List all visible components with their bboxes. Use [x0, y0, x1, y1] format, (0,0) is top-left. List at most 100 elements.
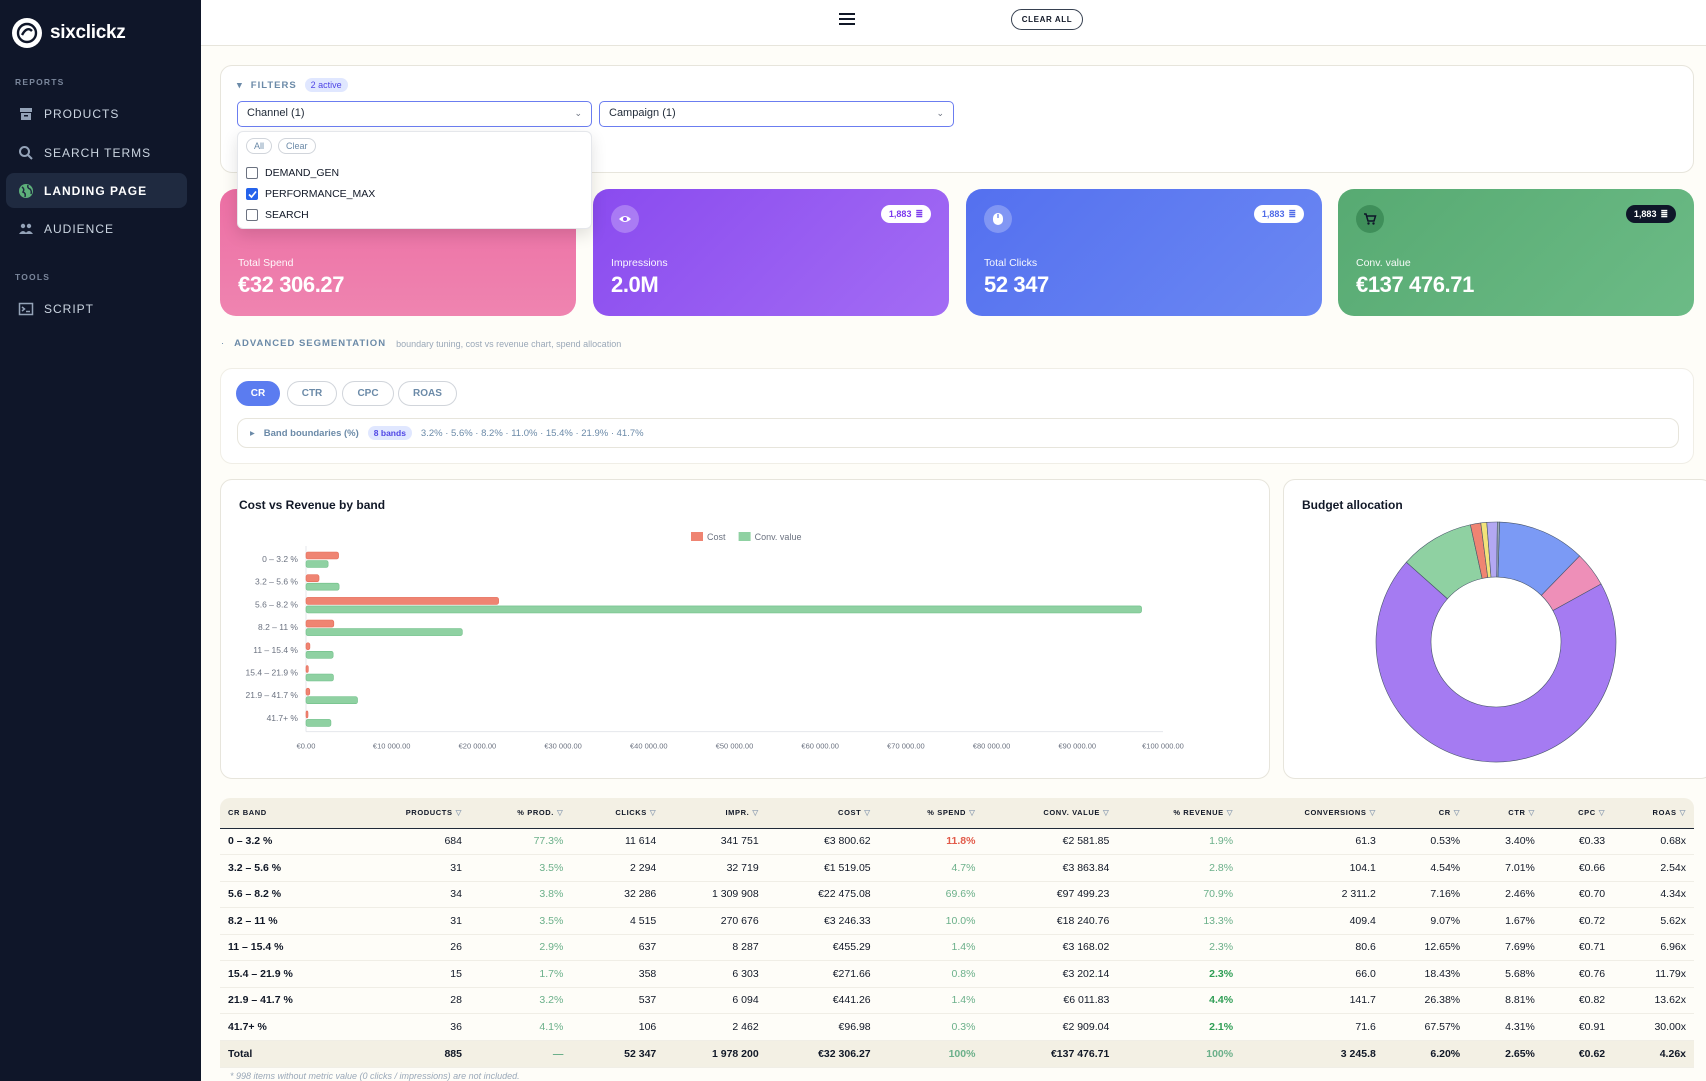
column-header[interactable]: % SPEND ▽ [878, 798, 984, 829]
table-cell: 409.4 [1241, 907, 1384, 935]
table-cell: 4.54% [1383, 854, 1469, 882]
clear-selection-button[interactable]: Clear [278, 138, 316, 154]
table-cell: 36 [351, 1013, 470, 1041]
list-icon: ≣ [915, 208, 923, 219]
menu-icon[interactable] [839, 12, 855, 26]
bar-conv-value[interactable] [305, 719, 332, 727]
brand-name: sixclickz [50, 22, 126, 43]
table-row[interactable]: 0 – 3.2 % 684 77.3% 11 614 341 751 €3 800.62 1… [220, 828, 1694, 855]
checkbox[interactable] [246, 209, 258, 221]
donut-slice[interactable] [1496, 521, 1500, 578]
tab-roas[interactable]: ROAS [398, 381, 457, 406]
caret-right-icon: ▸ [250, 427, 255, 439]
band-boundaries-toggle[interactable]: ▸ Band boundaries (%) 8 bands 3.2% · 5.6… [237, 418, 1679, 448]
brand[interactable]: sixclickz [12, 18, 126, 48]
bar-conv-value[interactable] [305, 651, 334, 659]
kpi-count-badge[interactable]: 1,883 ≣ [1625, 205, 1676, 223]
table-cell: 21.9 – 41.7 % [220, 987, 352, 1014]
tab-ctr[interactable]: CTR [287, 381, 337, 406]
bar-cost[interactable] [305, 665, 309, 673]
segmentation-title: ADVANCED SEGMENTATION [234, 338, 387, 349]
bar-cost[interactable] [305, 710, 309, 719]
total-cell: Total [220, 1040, 352, 1068]
table-row[interactable]: 21.9 – 41.7 % 28 3.2% 537 6 094 €441.26 1.4% €6… [220, 987, 1694, 1014]
column-header[interactable]: CLICKS ▽ [571, 798, 665, 829]
option-demand-gen[interactable]: DEMAND_GEN [246, 167, 339, 179]
checkbox[interactable] [246, 167, 258, 179]
campaign-select[interactable]: Campaign (1) ⌄ [599, 101, 954, 127]
chevron-down-icon: ⌄ [936, 108, 944, 118]
table-cell: 2.54x [1613, 854, 1694, 882]
clear-all-button[interactable]: CLEAR ALL [1011, 9, 1083, 30]
total-cell: 52 347 [571, 1040, 665, 1068]
band-boundaries-label: Band boundaries (%) [263, 427, 359, 439]
advanced-segmentation-toggle[interactable]: · ADVANCED SEGMENTATION boundary tuning,… [221, 338, 621, 349]
bar-conv-value[interactable] [305, 560, 329, 568]
table-row[interactable]: 41.7+ % 36 4.1% 106 2 462 €96.98 0.3% €2 909.04… [220, 1013, 1694, 1041]
bar-conv-value[interactable] [305, 628, 463, 636]
kpi-total-clicks: 1,883 ≣ Total Clicks 52 347 [966, 189, 1322, 316]
bar-conv-value[interactable] [305, 582, 340, 591]
option-search[interactable]: SEARCH [246, 209, 309, 221]
table-row[interactable]: 5.6 – 8.2 % 34 3.8% 32 286 1 309 908 €22 475.… [220, 881, 1694, 908]
main-content: ▾ FILTERS 2 active Channel (1) ⌄ Campaig… [201, 46, 1706, 1081]
bar-cost[interactable] [305, 687, 311, 696]
bar-conv-value[interactable] [305, 673, 334, 682]
column-header[interactable]: % REVENUE ▽ [1117, 798, 1242, 829]
channel-select[interactable]: Channel (1) ⌄ [237, 101, 592, 127]
column-header[interactable]: CONVERSIONS ▽ [1241, 798, 1384, 829]
table-cell: 11 – 15.4 % [220, 934, 352, 961]
table-row[interactable]: 8.2 – 11 % 31 3.5% 4 515 270 676 €3 246.33 10.… [220, 907, 1694, 935]
sidebar-item-script[interactable]: SCRIPT [6, 291, 187, 326]
bar-cost[interactable] [305, 574, 320, 582]
tab-cpc[interactable]: CPC [342, 381, 394, 406]
column-header[interactable]: CTR ▽ [1468, 798, 1543, 829]
bar-cost[interactable] [305, 551, 339, 560]
column-header[interactable]: CR BAND [220, 798, 352, 829]
table-cell: 270 676 [664, 907, 767, 935]
sort-icon: ▽ [864, 808, 871, 818]
sidebar-item-search-terms[interactable]: SEARCH TERMS [6, 135, 187, 170]
tab-cr[interactable]: CR [236, 381, 280, 406]
column-header[interactable]: ROAS ▽ [1613, 798, 1694, 829]
sidebar-item-products[interactable]: PRODUCTS [6, 96, 187, 131]
bar-conv-value[interactable] [305, 696, 358, 704]
kpi-count-badge[interactable]: 1,883 ≣ [880, 205, 931, 223]
column-header[interactable]: CPC ▽ [1542, 798, 1614, 829]
table-row[interactable]: 3.2 – 5.6 % 31 3.5% 2 294 32 719 €1 519.05 4.7… [220, 854, 1694, 882]
column-header[interactable]: PRODUCTS ▽ [351, 798, 470, 829]
table-cell: 1 309 908 [664, 881, 767, 908]
bar-cost[interactable] [305, 597, 499, 605]
table-row[interactable]: 15.4 – 21.9 % 15 1.7% 358 6 303 €271.66 0.8% €3… [220, 960, 1694, 988]
option-performance-max[interactable]: PERFORMANCE_MAX [246, 188, 375, 200]
bar-cost[interactable] [305, 642, 311, 651]
x-tick-label: €60 000.00 [801, 742, 839, 751]
y-tick-label: 11 – 15.4 % [253, 645, 298, 655]
channel-dropdown: All Clear DEMAND_GEN PERFORMANCE_MAX SEA… [237, 131, 592, 229]
select-all-button[interactable]: All [246, 138, 273, 154]
column-header[interactable]: % PROD. ▽ [469, 798, 572, 829]
legend-swatch [738, 532, 751, 541]
table-cell: 13.3% [1117, 907, 1242, 935]
donut-slice[interactable] [1375, 561, 1617, 763]
filters-toggle[interactable]: ▾ FILTERS 2 active [237, 78, 348, 92]
sidebar-item-landing-page[interactable]: LANDING PAGE [6, 173, 187, 208]
sidebar-item-audience[interactable]: AUDIENCE [6, 211, 187, 246]
x-tick-label: €70 000.00 [887, 742, 925, 751]
column-header[interactable]: IMPR. ▽ [664, 798, 767, 829]
table-cell: €455.29 [766, 934, 879, 961]
sidebar-item-label: SCRIPT [44, 301, 95, 316]
column-header[interactable]: CR ▽ [1383, 798, 1469, 829]
kpi-count-badge[interactable]: 1,883 ≣ [1253, 205, 1304, 223]
table-cell: €0.71 [1542, 934, 1614, 961]
table-row[interactable]: 11 – 15.4 % 26 2.9% 637 8 287 €455.29 1.4% €3 1… [220, 934, 1694, 961]
checkbox-checked[interactable] [246, 188, 258, 200]
column-header[interactable]: CONV. VALUE ▽ [983, 798, 1118, 829]
filters-active-badge: 2 active [304, 78, 348, 92]
bar-cost[interactable] [305, 619, 335, 628]
x-tick-label: €50 000.00 [716, 742, 754, 751]
bar-conv-value[interactable] [305, 605, 1142, 614]
column-header[interactable]: COST ▽ [766, 798, 879, 829]
chart-title: Cost vs Revenue by band [239, 498, 386, 512]
table-cell: €0.76 [1542, 960, 1614, 988]
